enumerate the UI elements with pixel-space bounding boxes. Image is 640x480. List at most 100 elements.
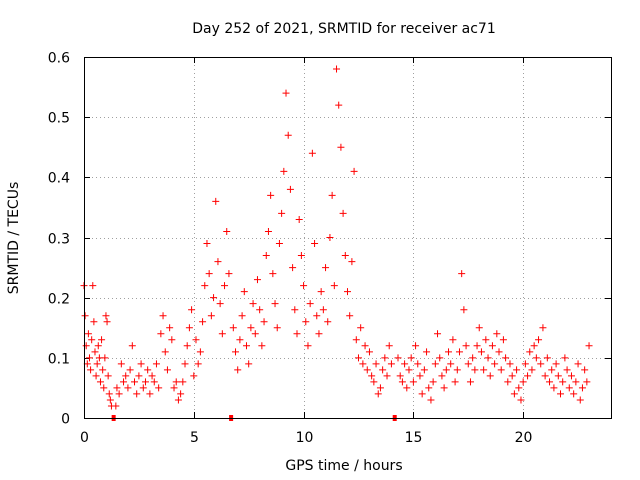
data-point <box>115 390 123 398</box>
data-point <box>102 312 110 320</box>
data-point <box>493 330 501 338</box>
data-point <box>214 258 222 266</box>
y-axis-title: SRMTID / TECUs <box>6 182 22 295</box>
data-point <box>128 342 136 350</box>
data-point <box>93 360 101 368</box>
data-point <box>370 378 378 386</box>
data-point <box>341 252 349 260</box>
data-point <box>431 360 439 368</box>
data-point <box>491 360 499 368</box>
data-point <box>313 312 321 320</box>
data-point <box>174 396 182 404</box>
data-point <box>122 372 130 380</box>
data-point <box>462 342 470 350</box>
data-point <box>495 348 503 356</box>
data-point <box>418 390 426 398</box>
data-point <box>447 360 455 368</box>
data-point <box>124 384 132 392</box>
data-point <box>120 378 128 386</box>
grid-lines <box>84 57 611 418</box>
data-point <box>363 366 371 374</box>
data-point <box>543 354 551 362</box>
data-point <box>203 240 211 248</box>
data-point <box>359 360 367 368</box>
data-point <box>471 366 479 374</box>
data-point <box>88 336 96 344</box>
data-point <box>451 378 459 386</box>
data-point <box>420 366 428 374</box>
data-point <box>537 360 545 368</box>
data-point <box>85 354 93 362</box>
x-axis-title: GPS time / hours <box>285 458 402 474</box>
data-point <box>212 197 220 205</box>
data-point <box>565 384 573 392</box>
data-point <box>192 336 200 344</box>
data-point <box>510 390 518 398</box>
data-point <box>526 348 534 356</box>
data-point <box>455 348 463 356</box>
data-point <box>183 342 191 350</box>
data-point <box>530 342 538 350</box>
data-point <box>234 366 242 374</box>
data-point <box>352 336 360 344</box>
data-point <box>82 342 90 350</box>
data-point <box>170 384 178 392</box>
data-point <box>223 227 231 235</box>
data-point <box>218 330 226 338</box>
data-point <box>387 360 395 368</box>
data-point <box>258 342 266 350</box>
data-point <box>515 384 523 392</box>
data-point <box>304 342 312 350</box>
data-point <box>379 366 387 374</box>
data-point <box>535 336 543 344</box>
data-point <box>177 390 185 398</box>
data-point <box>401 360 409 368</box>
data-point <box>319 306 327 314</box>
data-point <box>519 378 527 386</box>
data-point <box>221 282 229 290</box>
data-point <box>317 288 325 296</box>
data-point <box>308 149 316 157</box>
data-point <box>251 330 259 338</box>
data-point <box>188 306 196 314</box>
data-point <box>398 378 406 386</box>
data-point <box>517 396 525 404</box>
x-tick-label: 10 <box>296 430 314 446</box>
data-point <box>436 354 444 362</box>
data-point <box>572 378 580 386</box>
data-point <box>166 324 174 332</box>
data-point <box>532 354 540 362</box>
data-point <box>453 366 461 374</box>
data-point <box>139 384 147 392</box>
data-point <box>201 282 209 290</box>
data-point <box>179 378 187 386</box>
data-point <box>236 336 244 344</box>
data-point <box>541 372 549 380</box>
plot-frame <box>84 57 612 419</box>
data-point <box>87 366 95 374</box>
data-point <box>328 191 336 199</box>
data-point <box>344 288 351 296</box>
data-point <box>112 402 120 410</box>
data-point <box>473 342 481 350</box>
data-point <box>101 354 109 362</box>
data-point <box>578 384 586 392</box>
data-point <box>559 378 567 386</box>
data-point <box>416 372 424 380</box>
data-point <box>273 324 281 332</box>
data-point <box>552 360 560 368</box>
data-point <box>104 372 112 380</box>
data-point <box>293 330 301 338</box>
data-point <box>460 306 468 314</box>
axis-ticks <box>84 57 611 419</box>
data-point <box>350 167 358 175</box>
data-point <box>539 324 547 332</box>
data-point <box>100 384 108 392</box>
y-tick-label: 0.1 <box>48 352 70 368</box>
data-point <box>574 360 582 368</box>
data-point <box>425 384 433 392</box>
data-point <box>146 390 154 398</box>
data-point <box>300 282 308 290</box>
data-point <box>322 264 330 272</box>
